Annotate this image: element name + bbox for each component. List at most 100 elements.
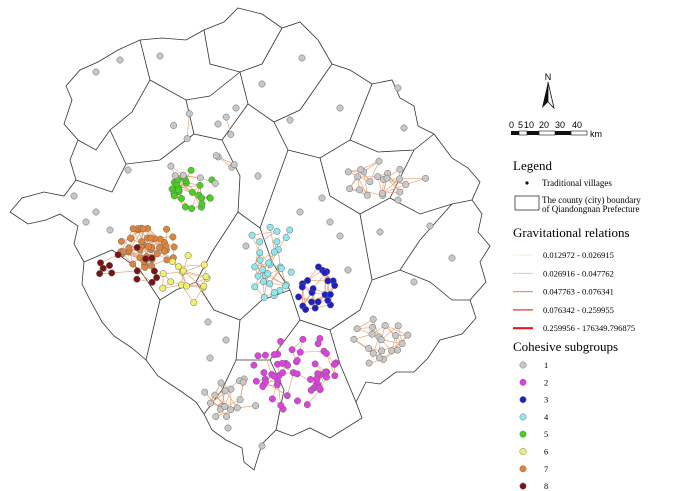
- village-node: [353, 325, 361, 333]
- village-node: [286, 116, 294, 124]
- village-node: [142, 255, 150, 263]
- subgroup-swatch: [519, 465, 527, 473]
- village-node: [296, 348, 304, 356]
- village-node: [277, 264, 285, 272]
- village-node: [277, 401, 285, 409]
- scale-tick: 0: [509, 120, 514, 130]
- county-line: [399, 203, 453, 271]
- village-node: [156, 243, 164, 251]
- gravity-link: [267, 273, 286, 287]
- village-node: [288, 346, 296, 354]
- village-node: [198, 200, 206, 208]
- village-node: [206, 194, 214, 202]
- gravity-link: [382, 184, 406, 194]
- gravity-link: [186, 277, 208, 287]
- village-node: [139, 225, 147, 233]
- village-node: [138, 238, 146, 245]
- village-node: [270, 248, 278, 256]
- village-node: [270, 289, 278, 297]
- village-node: [299, 335, 307, 343]
- county-line: [185, 99, 249, 141]
- village-node: [400, 124, 408, 132]
- village-node: [92, 68, 100, 76]
- north-arrow-icon: [542, 81, 555, 110]
- village-node: [256, 238, 264, 246]
- village-node: [204, 318, 212, 326]
- gravity-link: [181, 284, 195, 303]
- village-node: [326, 218, 334, 226]
- boundary-swatch-icon: [514, 195, 540, 211]
- village-node: [365, 359, 373, 367]
- village-node: [279, 369, 287, 377]
- village-node: [188, 205, 196, 213]
- village-node: [273, 238, 281, 246]
- village-node: [250, 361, 258, 369]
- village-node: [381, 322, 389, 329]
- village-node: [200, 261, 208, 269]
- village-node: [153, 250, 161, 258]
- village-node: [108, 269, 116, 277]
- village-node: [298, 283, 306, 291]
- village-node: [277, 337, 285, 345]
- village-node: [293, 357, 301, 364]
- village-node: [378, 347, 386, 355]
- village-node: [211, 391, 219, 399]
- village-node: [212, 152, 220, 160]
- village-node: [148, 262, 155, 270]
- village-node: [404, 331, 412, 339]
- village-node: [222, 113, 230, 121]
- village-node: [331, 282, 339, 289]
- county-line: [75, 129, 127, 193]
- gravity-link: [251, 230, 278, 236]
- county-line: [221, 139, 289, 229]
- county-line: [125, 133, 195, 165]
- village-node: [316, 384, 324, 392]
- village-node: [254, 352, 262, 360]
- village-node: [375, 157, 383, 165]
- village-node: [248, 231, 256, 239]
- village-node: [283, 392, 291, 400]
- village-node: [356, 186, 363, 194]
- village-node: [394, 346, 402, 354]
- village-node: [145, 243, 152, 251]
- village-node: [270, 351, 278, 359]
- gravity-link: [369, 161, 380, 182]
- subgroup-label: 4: [544, 412, 549, 422]
- village-node: [230, 161, 238, 169]
- scale-bar: [511, 130, 588, 136]
- village-node: [294, 397, 301, 405]
- village-node: [396, 175, 403, 183]
- gravity-link: [286, 372, 294, 396]
- subgroup-label: 8: [544, 481, 548, 491]
- village-node: [354, 173, 362, 181]
- village-node: [344, 168, 352, 176]
- village-node: [273, 381, 281, 389]
- village-node: [92, 208, 100, 216]
- legend-title: Legend: [513, 158, 552, 173]
- gravity-link: [150, 249, 174, 258]
- village-node: [260, 369, 268, 377]
- village-node: [369, 315, 377, 323]
- village-node: [129, 260, 137, 268]
- village-node: [376, 354, 383, 362]
- village-node: [278, 359, 286, 367]
- village-node: [363, 191, 371, 199]
- village-node: [114, 251, 122, 259]
- village-node: [133, 267, 141, 275]
- village-node: [266, 280, 274, 288]
- village-node: [256, 249, 264, 257]
- village-node: [271, 372, 278, 380]
- village-node: [227, 130, 235, 138]
- village-node: [336, 232, 344, 240]
- village-node: [377, 336, 385, 344]
- gravity-link: [363, 171, 368, 196]
- village-node: [179, 171, 187, 179]
- village-node: [153, 274, 161, 282]
- village-node: [344, 266, 352, 274]
- village-dot-icon: [525, 181, 529, 185]
- village-node: [295, 293, 303, 301]
- village-node: [159, 284, 167, 292]
- village-node: [318, 194, 326, 202]
- county-line: [77, 39, 151, 151]
- village-node: [171, 172, 179, 180]
